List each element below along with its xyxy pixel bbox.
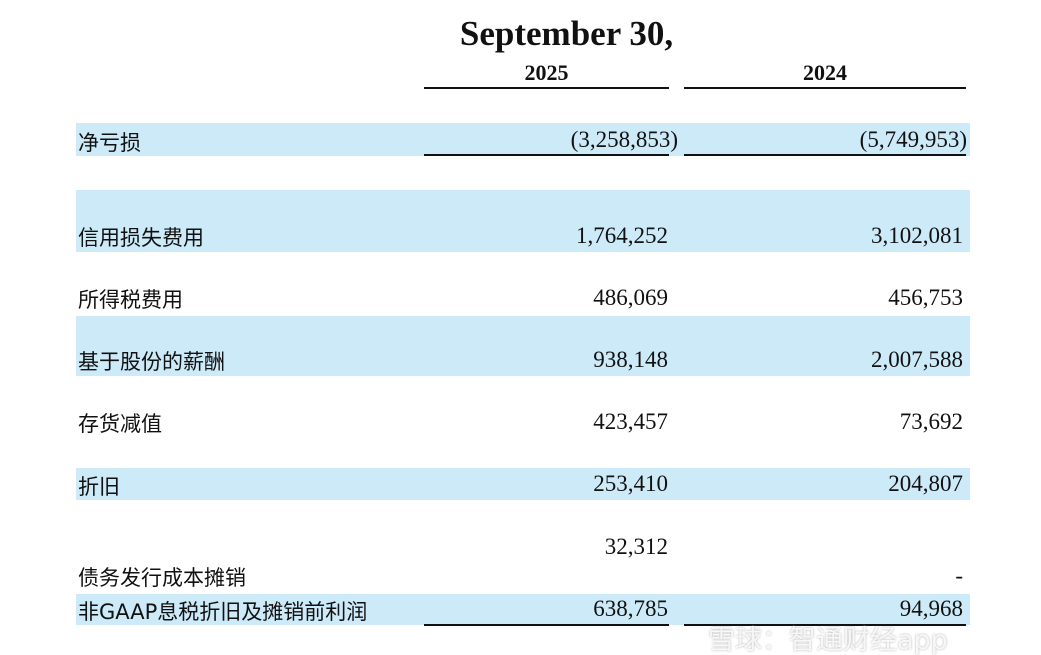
header-underline	[684, 87, 966, 89]
row-label: 基于股份的薪酬	[78, 350, 225, 374]
row-band	[76, 468, 970, 500]
row-band	[76, 123, 970, 156]
value-2024: 94,968	[899, 596, 963, 621]
value-2025: 938,148	[593, 347, 668, 372]
row-band	[76, 190, 970, 252]
value-2025: (3,258,853)	[570, 127, 678, 152]
row-label: 存货减值	[78, 412, 162, 436]
row-band	[76, 316, 970, 376]
value-2024: 204,807	[888, 471, 963, 496]
header-underline	[424, 87, 669, 89]
row-label: 折旧	[78, 475, 120, 499]
value-2025: 1,764,252	[576, 223, 668, 248]
value-2024: 2,007,588	[871, 347, 963, 372]
watermark: 雪球：智通财经app	[708, 625, 948, 655]
value-2024: -	[955, 563, 963, 588]
row-underline	[684, 154, 966, 156]
row-underline	[684, 624, 966, 626]
row-label: 净亏损	[78, 131, 141, 155]
value-2024: 73,692	[899, 409, 963, 434]
value-2025: 486,069	[593, 285, 668, 310]
value-2025: 253,410	[593, 471, 668, 496]
column-header-2025: 2025	[524, 60, 569, 85]
row-underline	[424, 154, 669, 156]
value-2025: 32,312	[604, 534, 668, 559]
row-label: 债务发行成本摊销	[78, 566, 246, 590]
column-header-2024: 2024	[803, 60, 847, 85]
value-2024: (5,749,953)	[859, 127, 967, 152]
value-2025: 638,785	[593, 596, 668, 621]
row-underline	[424, 624, 669, 626]
row-label: 非GAAP息税折旧及摊销前利润	[78, 600, 368, 624]
value-2025: 423,457	[593, 409, 668, 434]
value-2024: 3,102,081	[871, 223, 963, 248]
table-title: September 30,	[459, 14, 674, 53]
row-band	[76, 594, 970, 625]
row-label: 所得税费用	[78, 288, 183, 312]
value-2024: 456,753	[888, 285, 963, 310]
row-label: 信用损失费用	[78, 226, 204, 250]
